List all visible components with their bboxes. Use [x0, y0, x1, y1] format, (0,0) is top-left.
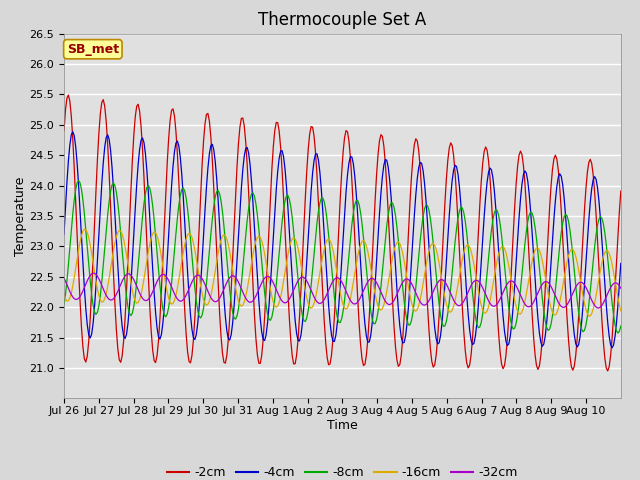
-2cm: [98, 99, 106, 105]
-4cm: [69, 129, 77, 134]
Line: -4cm: -4cm: [64, 132, 621, 348]
-16cm: [458, 256, 466, 262]
Line: -32cm: -32cm: [64, 273, 621, 308]
X-axis label: Time: Time: [327, 419, 358, 432]
-32cm: [98, 283, 106, 288]
-4cm: [348, 154, 356, 160]
-16cm: [348, 288, 356, 294]
-32cm: [617, 285, 625, 291]
-8cm: [348, 222, 356, 228]
-32cm: [541, 279, 549, 285]
Y-axis label: Temperature: Temperature: [13, 176, 27, 256]
-8cm: [617, 323, 625, 329]
-32cm: [348, 300, 356, 305]
-8cm: [81, 211, 88, 216]
-8cm: [458, 205, 466, 211]
-32cm: [594, 305, 602, 311]
-16cm: [79, 228, 87, 234]
-4cm: [98, 181, 106, 187]
-8cm: [614, 330, 621, 336]
-16cm: [81, 226, 88, 232]
-4cm: [81, 285, 88, 290]
-4cm: [60, 231, 68, 237]
-8cm: [541, 318, 549, 324]
-16cm: [98, 299, 106, 305]
-32cm: [458, 300, 466, 306]
-2cm: [616, 209, 623, 215]
-32cm: [60, 275, 68, 281]
-2cm: [604, 368, 612, 374]
-8cm: [98, 279, 106, 285]
-16cm: [617, 308, 625, 314]
-16cm: [585, 313, 593, 319]
-16cm: [616, 302, 623, 308]
-4cm: [616, 282, 623, 288]
Line: -8cm: -8cm: [64, 180, 621, 333]
-16cm: [60, 291, 68, 297]
Title: Thermocouple Set A: Thermocouple Set A: [259, 11, 426, 29]
Legend: -2cm, -4cm, -8cm, -16cm, -32cm: -2cm, -4cm, -8cm, -16cm, -32cm: [162, 461, 523, 480]
-2cm: [60, 128, 68, 133]
-4cm: [458, 223, 466, 228]
-8cm: [75, 178, 83, 183]
-2cm: [65, 92, 72, 98]
-8cm: [616, 329, 623, 335]
-4cm: [617, 261, 625, 266]
-32cm: [79, 288, 87, 294]
-16cm: [541, 274, 549, 280]
-4cm: [541, 334, 549, 339]
-32cm: [616, 283, 623, 288]
Text: SB_met: SB_met: [67, 43, 119, 56]
-2cm: [458, 305, 466, 311]
-4cm: [608, 345, 616, 351]
-2cm: [81, 356, 88, 362]
-32cm: [89, 270, 97, 276]
-2cm: [348, 177, 356, 183]
-2cm: [617, 188, 625, 194]
-2cm: [541, 287, 549, 293]
Line: -16cm: -16cm: [64, 229, 621, 316]
Line: -2cm: -2cm: [64, 95, 621, 371]
-8cm: [60, 302, 68, 308]
